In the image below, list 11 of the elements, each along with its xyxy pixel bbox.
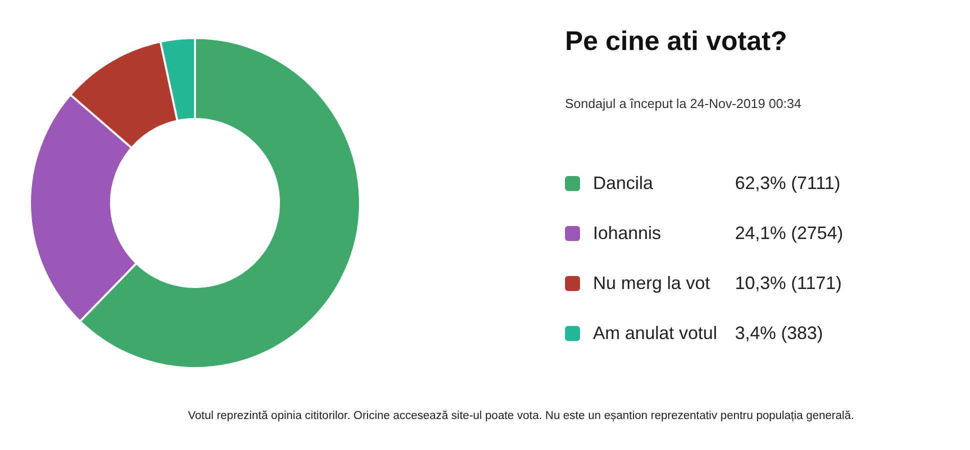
legend-label: Nu merg la vot <box>593 273 710 293</box>
data-label: 24,1% (2754) <box>735 223 844 243</box>
data-label: 3,4% (383) <box>735 323 824 343</box>
chart-title: Pe cine ati votat? <box>565 26 788 56</box>
text: Votul reprezintă opinia cititorilor. Oricine accesează site-ul poate vota. Nu este un eșantion reprezentativ pentru populația generală. <box>188 410 854 422</box>
legend-label: Iohannis <box>593 223 662 243</box>
legend-label: Am anulat votul <box>593 323 718 343</box>
data-label: 62,3% (7111) <box>735 173 840 193</box>
data-label: 10,3% (1171) <box>735 273 842 293</box>
text: Sondajul a început la 24-Nov-2019 00:34 <box>565 96 802 111</box>
legend-label: Dancila <box>593 173 654 193</box>
